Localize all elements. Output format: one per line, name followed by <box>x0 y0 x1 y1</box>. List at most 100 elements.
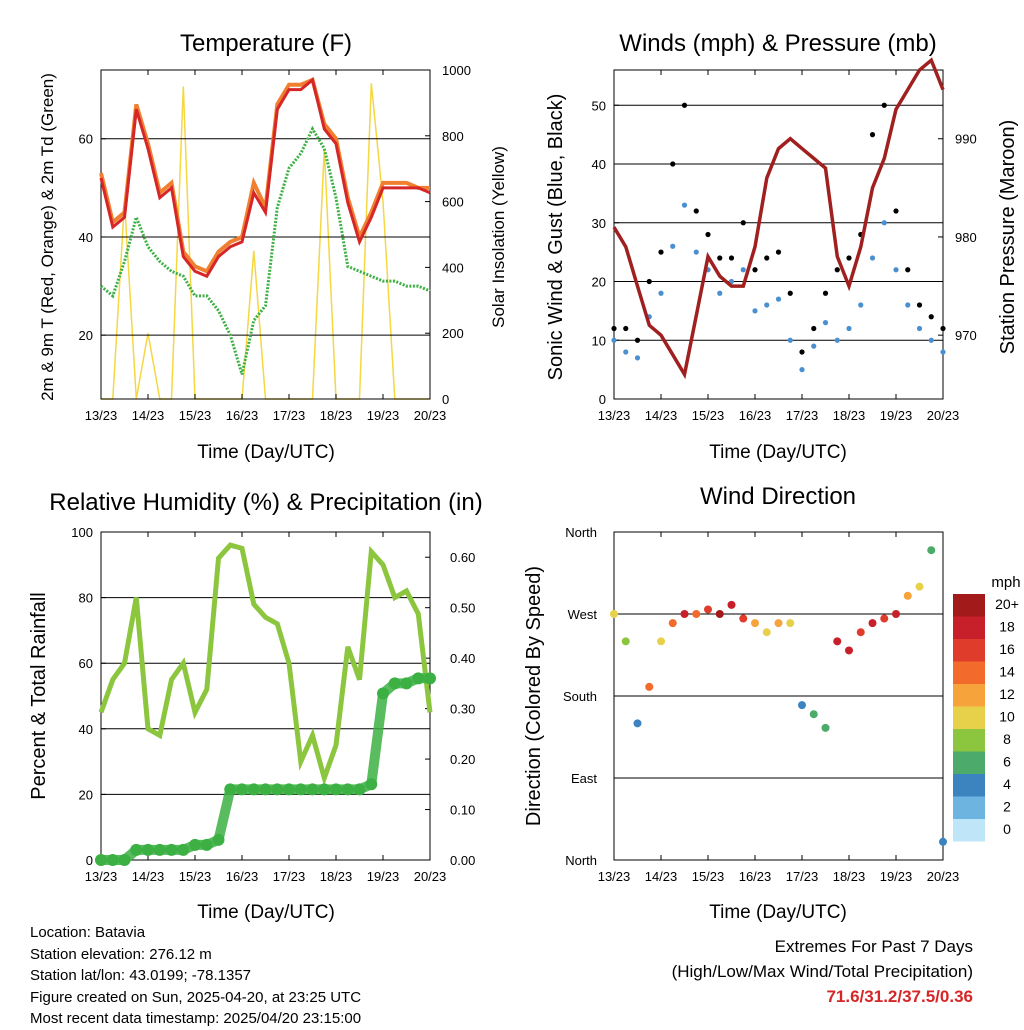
gust-point-24 <box>893 208 899 214</box>
direction-point-24 <box>892 610 900 618</box>
plot-frame <box>100 69 431 400</box>
rh-panel: Relative Humidity (%) & Precipitation (i… <box>28 489 483 923</box>
winds-xlabel: Time (Day/UTC) <box>709 442 847 463</box>
direction-point-19 <box>833 637 842 646</box>
direction-point-17 <box>809 710 818 719</box>
x-tick-label-0: 13/23 <box>85 869 118 884</box>
rh-xlabel: Time (Day/UTC) <box>197 902 335 923</box>
direction-point-13 <box>762 628 771 637</box>
figure-created: Figure created on Sun, 2025-04-20, at 23… <box>30 988 362 1006</box>
gust-point-23 <box>881 102 887 108</box>
direction-point-27 <box>927 546 936 555</box>
rh-plot-area: 13/23 14/23 15/23 16/23 17/23 18/23 19/23 20/23… <box>71 525 475 884</box>
wind-point-28 <box>940 349 946 355</box>
y2-tick-label-3: 600 <box>442 195 464 210</box>
x-tick-label-6: 19/23 <box>367 408 400 423</box>
y-tick-label-3: 30 <box>592 216 606 231</box>
extremes-heading: Extremes For Past 7 Days <box>774 937 973 956</box>
series-temp2m-line <box>99 77 431 279</box>
x-tick-label-2: 15/23 <box>179 408 212 423</box>
winds-panel: Winds (mph) & Pressure (mb) Sonic Wind &… <box>545 30 1019 463</box>
extremes-subheading: (High/Low/Max Wind/Total Precipitation) <box>671 962 973 981</box>
series-solar-line <box>101 83 430 400</box>
gust-point-11 <box>740 220 746 226</box>
direction-point-11 <box>739 614 748 623</box>
legend-swatch-9 <box>953 796 985 819</box>
gust-point-10 <box>728 255 735 261</box>
wind-point-6 <box>681 202 688 208</box>
y2-tick-label-1: 980 <box>955 230 977 245</box>
legend-label-9: 2 <box>1003 799 1011 815</box>
legend-swatch-5 <box>953 706 985 729</box>
y-tick-label-2: 40 <box>79 722 93 737</box>
y-tick-label-0: 0 <box>599 392 606 407</box>
gust-point-4 <box>658 249 664 255</box>
y2-tick-label-3: 0.30 <box>450 702 475 717</box>
series-pressure-line <box>612 57 945 380</box>
gust-point-12 <box>752 267 758 273</box>
direction-point-5 <box>668 619 677 628</box>
direction-point-2 <box>633 719 642 728</box>
extremes-box: Extremes For Past 7 Days (High/Low/Max W… <box>672 934 973 1009</box>
direction-point-18 <box>821 723 830 732</box>
gust-point-16 <box>799 349 805 355</box>
legend-swatch-6 <box>953 729 985 752</box>
x-tick-label-3: 16/23 <box>226 408 259 423</box>
gust-point-22 <box>869 132 876 138</box>
x-tick-label-7: 20/23 <box>927 869 960 884</box>
wind-point-15 <box>787 337 793 343</box>
direction-point-22 <box>868 619 877 628</box>
temperature-plot-area: 13/23 14/23 15/23 16/23 17/23 18/23 19/23 20/23… <box>79 63 471 423</box>
legend-label-6: 8 <box>1003 731 1011 747</box>
gust-point-5 <box>670 161 676 167</box>
direction-point-25 <box>903 591 912 600</box>
y2-tick-label-4: 0.40 <box>450 651 475 666</box>
legend-swatch-10 <box>953 819 985 842</box>
y-tick-label-5: 50 <box>592 98 606 113</box>
y-tick-label-0: North <box>565 853 597 868</box>
y-tick-label-4: 80 <box>79 591 93 606</box>
direction-point-0 <box>610 610 618 618</box>
wdir-plot-area: 13/23 14/23 15/23 16/23 17/23 18/23 19/23 20/23… <box>563 525 959 884</box>
wdir-legend: 20+ 18 16 14 12 10 8 6 4 2 0 <box>953 594 1019 842</box>
gust-point-25 <box>905 267 911 273</box>
plot-frame <box>613 69 944 400</box>
y2-tick-label-2: 0.20 <box>450 752 475 767</box>
legend-label-2: 16 <box>999 641 1015 657</box>
x-tick-label-5: 18/23 <box>833 408 866 423</box>
legend-swatch-2 <box>953 639 985 662</box>
x-tick-label-6: 19/23 <box>880 408 913 423</box>
legend-swatch-3 <box>953 661 985 684</box>
gust-point-13 <box>764 255 770 261</box>
x-tick-label-4: 17/23 <box>786 408 819 423</box>
wind-point-12 <box>752 308 758 314</box>
temperature-title: Temperature (F) <box>180 30 352 57</box>
wind-point-23 <box>881 220 887 226</box>
wind-point-25 <box>905 302 911 308</box>
wind-point-18 <box>822 320 829 326</box>
gust-point-8 <box>705 231 711 238</box>
legend-label-7: 6 <box>1003 754 1011 770</box>
x-tick-label-2: 15/23 <box>692 869 725 884</box>
x-tick-label-3: 16/23 <box>226 869 259 884</box>
x-tick-label-1: 14/23 <box>132 408 165 423</box>
wind-point-9 <box>717 290 723 296</box>
x-tick-label-7: 20/23 <box>414 408 447 423</box>
station-latlon: Station lat/lon: 43.0199; -78.1357 <box>30 967 252 984</box>
legend-label-4: 12 <box>999 686 1015 702</box>
gust-point-1 <box>623 325 629 332</box>
y-tick-label-1: 40 <box>79 230 93 245</box>
direction-point-14 <box>774 619 783 628</box>
x-tick-label-0: 13/23 <box>598 408 631 423</box>
wind-point-14 <box>775 296 782 302</box>
gust-point-28 <box>940 325 946 332</box>
gust-point-26 <box>916 302 923 308</box>
legend-swatch-7 <box>953 751 985 774</box>
gust-point-6 <box>681 102 688 108</box>
wdir-legend-title: mph <box>991 574 1020 591</box>
wind-point-27 <box>928 337 934 343</box>
wind-point-26 <box>916 325 923 332</box>
y2-tick-label-1: 200 <box>442 326 464 341</box>
y-tick-label-2: South <box>563 689 597 704</box>
y2-tick-label-0: 0.00 <box>450 853 475 868</box>
